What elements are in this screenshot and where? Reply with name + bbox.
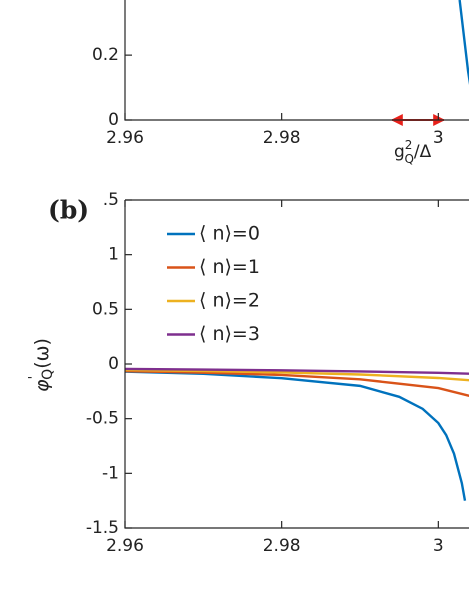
y-tick-label: 0.2 (92, 45, 119, 65)
legend-label: ⟨ n⟩=3 (199, 323, 260, 345)
x-tick-label: 3 (433, 536, 444, 556)
annotation: g2 Q/Δ (394, 138, 432, 166)
series-line (124, 367, 469, 375)
y-tick-label: .5 (103, 190, 119, 210)
x-tick-label: 2.98 (263, 128, 301, 148)
series-line (124, 369, 469, 397)
y-axis-label: φ'Q(ω) (27, 338, 57, 392)
axis-frame (124, 0, 469, 121)
y-tick-label: 1 (108, 245, 119, 265)
legend-label: ⟨ n⟩=2 (199, 290, 260, 312)
x-tick-label: 2.98 (263, 536, 301, 556)
y-tick-label: -1.5 (86, 518, 119, 538)
series-line (124, 370, 467, 501)
axis-frame (124, 199, 469, 529)
x-tick-label: 3 (433, 128, 444, 148)
y-tick-label: -0.5 (86, 409, 119, 429)
legend-label: ⟨ n⟩=0 (199, 223, 260, 245)
y-tick-label: -1 (102, 463, 119, 483)
series-line (458, 0, 469, 86)
y-tick-label: 0 (108, 354, 119, 374)
y-tick-label: 0 (108, 110, 119, 130)
legend-label: ⟨ n⟩=1 (199, 256, 260, 278)
x-tick-label: 2.96 (106, 536, 144, 556)
y-tick-label: 0.5 (92, 299, 119, 319)
x-tick-label: 2.96 (106, 128, 144, 148)
panel-label: (b) (48, 196, 89, 225)
series-line (124, 368, 469, 382)
